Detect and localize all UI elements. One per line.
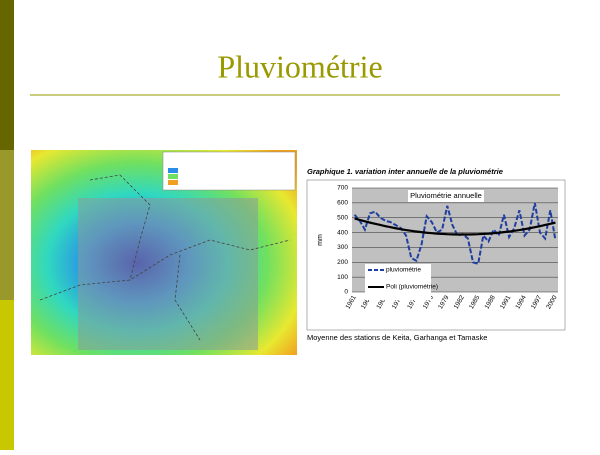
y-tick-label: 300 (337, 244, 348, 251)
map-legend-swatch (168, 180, 178, 185)
y-tick-label: 200 (337, 259, 348, 266)
inner-title-box (408, 190, 484, 202)
series-line (353, 202, 557, 266)
y-tick-label: 700 (337, 185, 348, 192)
map-boundary (39, 174, 291, 341)
side-bar (0, 300, 14, 450)
y-tick-label: 600 (337, 200, 348, 207)
map-legend (162, 151, 296, 191)
map-legend-swatch (168, 174, 178, 179)
map-legend-swatch (168, 168, 178, 173)
series-line (354, 217, 556, 236)
side-bar (0, 150, 14, 300)
chart-caption: Moyenne des stations de Keita, Garhanga … (307, 333, 487, 342)
slide-title: Pluviométrie (217, 48, 382, 84)
y-tick-label: 400 (337, 229, 348, 236)
legend-label: Poli (pluviométrie) (386, 284, 438, 291)
y-tick-label: 0 (344, 289, 348, 296)
chart-title: Graphique 1. variation inter annuelle de… (307, 167, 503, 176)
y-axis-label: mm (317, 234, 324, 246)
chart-subtitle: Pluviométrie annuelle (410, 191, 482, 200)
y-tick-label: 500 (337, 214, 348, 221)
hillshade (78, 198, 258, 350)
y-tick-label: 100 (337, 274, 348, 281)
legend-label: pluviométrie (386, 267, 421, 274)
side-bar (0, 0, 14, 150)
